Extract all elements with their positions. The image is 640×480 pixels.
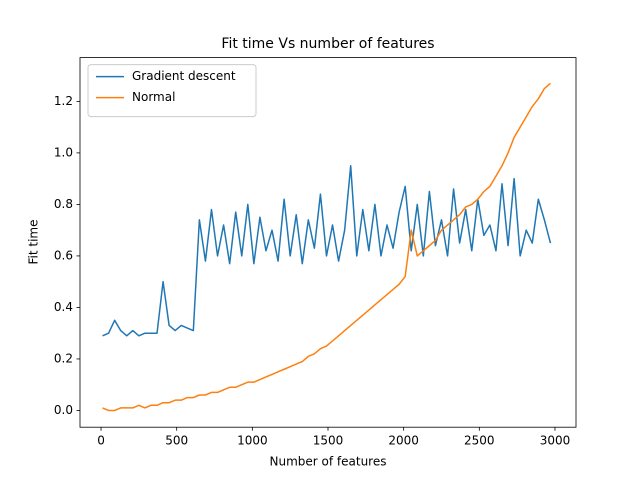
x-axis-label: Number of features bbox=[270, 455, 387, 469]
y-tick-label: 0.4 bbox=[54, 300, 73, 314]
x-tick-label: 2500 bbox=[464, 434, 495, 448]
line-series bbox=[102, 82, 551, 412]
y-axis-label: Fit time bbox=[27, 220, 41, 265]
y-tick-label: 0.0 bbox=[54, 403, 73, 417]
x-tick-label: 2000 bbox=[388, 434, 419, 448]
y-tick-label: 1.0 bbox=[54, 145, 73, 159]
x-tick-label: 1000 bbox=[237, 434, 268, 448]
line-series bbox=[102, 165, 552, 337]
y-tick-label: 1.2 bbox=[54, 94, 73, 108]
x-tick-label: 3000 bbox=[540, 434, 571, 448]
plot-frame bbox=[79, 57, 577, 428]
legend-label: Normal bbox=[132, 90, 175, 104]
legend-label: Gradient descent bbox=[132, 69, 236, 83]
x-tick-label: 0 bbox=[97, 434, 105, 448]
chart-title: Fit time Vs number of features bbox=[221, 36, 434, 52]
x-tick-label: 1500 bbox=[313, 434, 344, 448]
legend-box bbox=[87, 64, 257, 118]
legend: Gradient descent Normal bbox=[87, 64, 257, 118]
y-tick-label: 0.6 bbox=[54, 248, 73, 262]
x-tick-label: 500 bbox=[165, 434, 188, 448]
y-tick-label: 0.2 bbox=[54, 351, 73, 365]
y-tick-label: 0.8 bbox=[54, 197, 73, 211]
